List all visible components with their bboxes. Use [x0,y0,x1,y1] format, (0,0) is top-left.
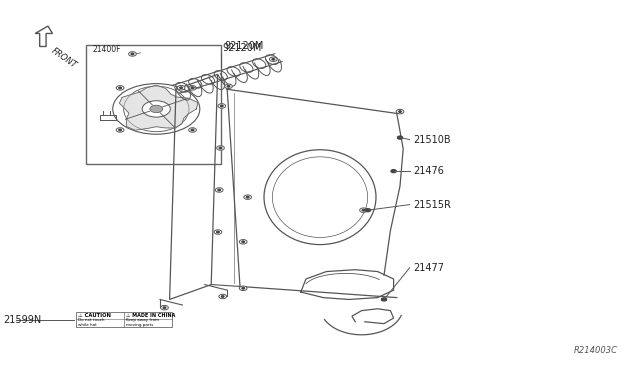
Circle shape [381,298,387,301]
Text: ⚠ CAUTION: ⚠ CAUTION [78,313,111,318]
Circle shape [189,86,196,90]
Circle shape [218,104,226,108]
Text: 21477: 21477 [413,263,444,273]
Circle shape [177,86,185,90]
Circle shape [397,136,403,139]
Circle shape [180,87,182,89]
Circle shape [269,57,277,61]
Text: 21599N: 21599N [3,315,42,325]
Circle shape [119,129,122,131]
Circle shape [119,87,122,89]
Circle shape [391,170,396,173]
Text: 21476: 21476 [413,166,444,176]
Circle shape [242,241,244,243]
Circle shape [116,128,124,132]
Circle shape [215,188,223,192]
Circle shape [216,146,225,150]
Circle shape [191,129,194,131]
Circle shape [191,87,194,89]
Circle shape [220,105,223,107]
Circle shape [360,208,367,212]
Text: FRONT: FRONT [50,46,79,70]
Circle shape [396,109,404,114]
Circle shape [216,231,220,233]
Circle shape [362,209,365,211]
Circle shape [399,111,401,112]
Circle shape [219,147,222,149]
Text: 21400F: 21400F [93,45,122,54]
Circle shape [163,307,166,308]
Circle shape [218,189,220,191]
Circle shape [239,286,247,291]
Circle shape [142,101,170,117]
Polygon shape [120,85,198,130]
Circle shape [150,105,163,113]
Text: 21515R: 21515R [413,200,451,209]
Circle shape [161,305,168,310]
Text: ⚠ MADE IN CHINA: ⚠ MADE IN CHINA [126,313,175,318]
Circle shape [272,58,275,60]
Circle shape [189,128,196,132]
Text: 21510B: 21510B [413,135,451,144]
Text: R214003C: R214003C [573,346,618,355]
Circle shape [225,84,232,89]
Circle shape [131,53,134,55]
Circle shape [214,230,222,234]
Circle shape [365,209,371,212]
Circle shape [116,86,124,90]
Text: 92120M: 92120M [223,43,262,53]
Circle shape [129,52,136,56]
Circle shape [221,296,224,297]
Text: Do not touch
while hot: Do not touch while hot [78,318,104,327]
Circle shape [246,196,249,198]
Circle shape [242,288,244,289]
Circle shape [239,240,247,244]
Circle shape [244,195,252,199]
Circle shape [227,86,230,87]
Bar [86,45,221,164]
Circle shape [219,294,227,299]
FancyBboxPatch shape [76,312,172,327]
Text: Keep away from
moving parts: Keep away from moving parts [126,318,159,327]
Text: 92120M: 92120M [224,41,264,51]
